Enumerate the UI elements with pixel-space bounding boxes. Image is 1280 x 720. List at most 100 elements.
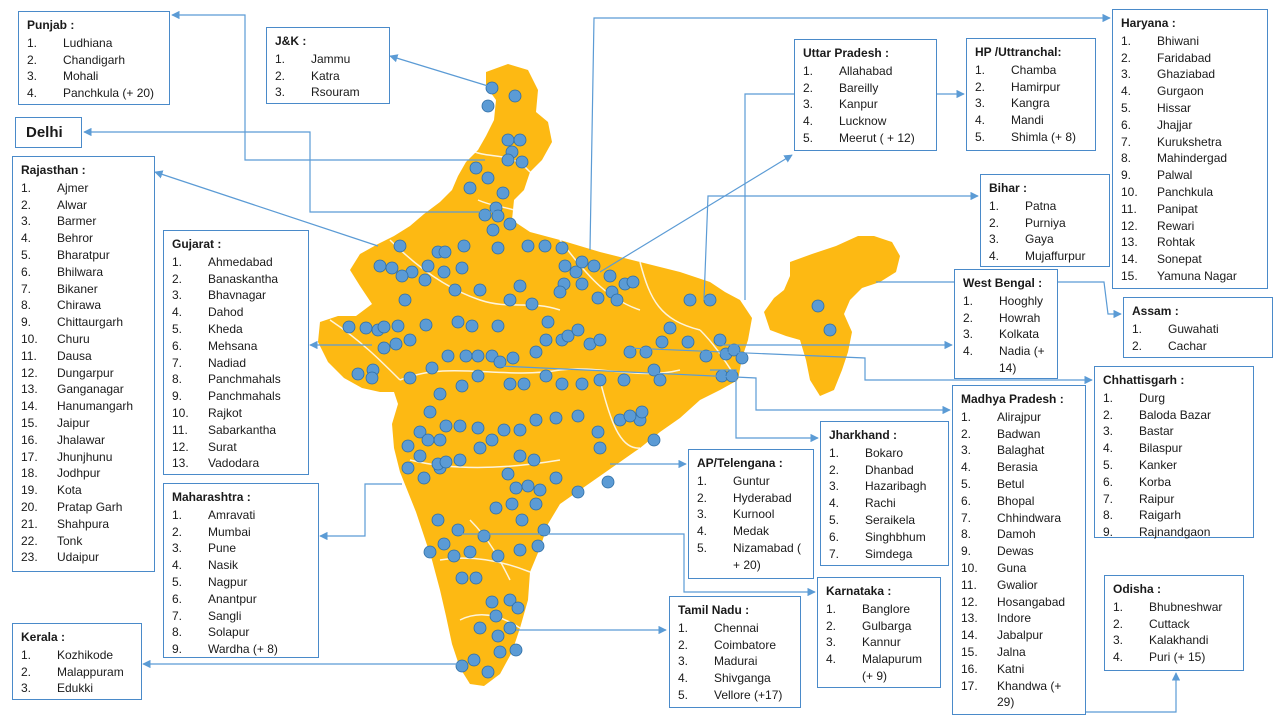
list-item: 2. Bareilly xyxy=(803,80,928,97)
item-number: 14. xyxy=(1121,252,1138,267)
item-number: 1. xyxy=(275,51,286,66)
item-number: 2. xyxy=(1121,50,1132,65)
item-number: 1. xyxy=(803,63,814,78)
list-item: 15. Yamuna Nagar xyxy=(1121,268,1259,285)
district-marker xyxy=(593,333,607,347)
item-label: Gaya xyxy=(1025,232,1054,247)
district-marker xyxy=(463,181,477,195)
item-label: Balaghat xyxy=(997,443,1045,458)
item-label: Tonk xyxy=(57,533,83,548)
item-number: 8. xyxy=(172,372,183,387)
region-title: AP/Telengana : xyxy=(697,456,783,470)
list-item: 2. Baloda Bazar xyxy=(1103,407,1245,424)
district-marker xyxy=(491,209,505,223)
district-marker xyxy=(481,665,495,679)
list-item: 19. Kota xyxy=(21,482,146,499)
item-label: Alirajpur xyxy=(997,409,1042,424)
list-item: 14. Hanumangarh xyxy=(21,398,146,415)
item-number: 1. xyxy=(975,62,986,77)
item-label: Betul xyxy=(997,476,1025,491)
district-marker xyxy=(359,321,373,335)
district-marker xyxy=(395,269,409,283)
district-marker xyxy=(485,433,499,447)
district-marker xyxy=(413,449,427,463)
item-label: Kangra xyxy=(1011,96,1050,111)
item-label: Udaipur xyxy=(57,550,100,565)
list-item: 7. Chhindwara xyxy=(961,510,1077,527)
list-item: 9. Palwal xyxy=(1121,167,1259,184)
item-label: Durg xyxy=(1139,390,1166,405)
item-number: 5. xyxy=(975,129,986,144)
item-number: 3. xyxy=(961,443,972,458)
list-item: 12. Surat xyxy=(172,439,300,456)
district-marker xyxy=(455,379,469,393)
list-item: 3. Kangra xyxy=(975,95,1087,112)
item-label: Rajnandgaon xyxy=(1139,525,1211,540)
item-label: Hazaribagh xyxy=(865,479,927,494)
district-marker xyxy=(373,259,387,273)
list-item: 5. Kanker xyxy=(1103,457,1245,474)
district-marker xyxy=(501,153,515,167)
list-item: 1. Hooghly xyxy=(963,293,1049,310)
district-marker xyxy=(531,539,545,553)
item-label: Mohali xyxy=(63,69,99,84)
item-label: Chhindwara xyxy=(997,510,1062,525)
district-marker xyxy=(537,523,551,537)
region-box-rajasthan: Rajasthan : 1. Ajmer 2. Alwar 3. Barmer 4. Behr… xyxy=(12,156,155,572)
district-marker xyxy=(511,601,525,615)
district-marker xyxy=(513,279,527,293)
item-label: Banaskantha xyxy=(208,271,279,286)
item-number: 4. xyxy=(826,652,837,667)
item-number: 2. xyxy=(27,52,38,67)
item-number: 2. xyxy=(963,310,974,325)
item-number: 5. xyxy=(21,247,32,262)
item-label: Ganganagar xyxy=(57,382,124,397)
district-marker xyxy=(491,549,505,563)
district-marker xyxy=(539,333,553,347)
list-item: 17. Khandwa (+ 29) xyxy=(961,678,1077,712)
list-item: 10. Rajkot xyxy=(172,405,300,422)
district-marker xyxy=(469,571,483,585)
region-box-tamil-nadu: Tamil Nadu : 1. Chennai 2. Coimbatore 3. Madu… xyxy=(669,596,801,708)
item-number: 4. xyxy=(172,558,183,573)
item-number: 9. xyxy=(172,389,183,404)
district-marker xyxy=(603,269,617,283)
item-number: 13. xyxy=(961,611,978,626)
item-label: Kalakhandi xyxy=(1149,633,1209,648)
item-number: 9. xyxy=(1103,525,1114,540)
district-marker xyxy=(503,621,517,635)
district-marker xyxy=(419,318,433,332)
list-item: 2. Alwar xyxy=(21,197,146,214)
list-item: 9. Chittaurgarh xyxy=(21,314,146,331)
item-number: 6. xyxy=(961,493,972,508)
region-title: Bihar : xyxy=(989,181,1028,195)
list-item: 2. Howrah xyxy=(963,310,1049,327)
list-item: 4. Gurgaon xyxy=(1121,83,1259,100)
district-marker xyxy=(513,449,527,463)
item-label: Bhiwani xyxy=(1157,33,1200,48)
district-marker xyxy=(401,439,415,453)
list-item: 1. Banglore xyxy=(826,601,932,618)
item-number: 2. xyxy=(21,664,32,679)
item-number: 1. xyxy=(1103,390,1114,405)
list-item: 4. Malapurum (+ 9) xyxy=(826,651,932,685)
district-marker xyxy=(497,423,511,437)
item-label: Jaipur xyxy=(57,415,90,430)
district-marker xyxy=(549,411,563,425)
list-item: 18. Jodhpur xyxy=(21,465,146,482)
district-marker xyxy=(463,545,477,559)
list-item: 9. Panchmahals xyxy=(172,388,300,405)
district-marker xyxy=(471,421,485,435)
leader-odisha xyxy=(1086,672,1181,713)
item-number: 1. xyxy=(27,35,38,50)
district-marker xyxy=(735,351,749,365)
item-label: Kolkata xyxy=(999,327,1040,342)
district-marker xyxy=(513,423,527,437)
list-item: 4. Shivganga xyxy=(678,670,792,687)
list-item: 2. Mumbai xyxy=(172,524,310,541)
item-number: 10. xyxy=(1121,184,1138,199)
district-marker xyxy=(351,367,365,381)
district-marker xyxy=(515,155,529,169)
item-label: Kanpur xyxy=(839,97,878,112)
list-item: 23. Udaipur xyxy=(21,549,146,566)
